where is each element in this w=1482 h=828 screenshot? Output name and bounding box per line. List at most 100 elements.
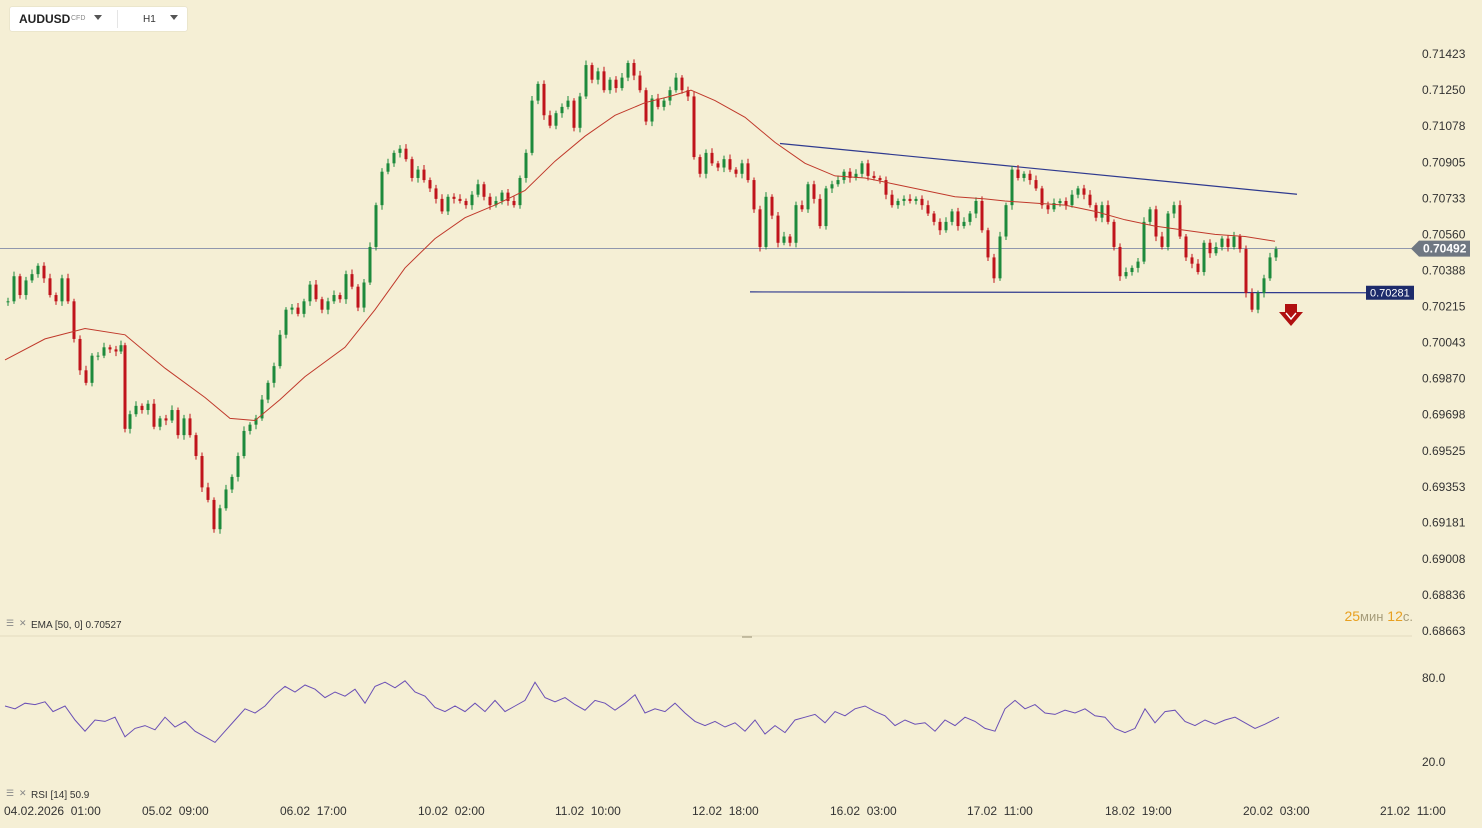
current-price-tag-label: 0.70492 — [1423, 242, 1467, 256]
candle-body — [434, 188, 438, 199]
candle-body — [734, 169, 738, 174]
candle-body — [668, 90, 672, 101]
candle-body — [656, 98, 660, 107]
countdown-seconds-unit: с. — [1402, 609, 1413, 624]
candle-body — [30, 274, 34, 281]
symbol-selector[interactable]: AUDUSD CFD H1 — [10, 7, 187, 31]
settings-icon[interactable]: ☰ — [6, 618, 15, 628]
candle-body — [392, 152, 396, 164]
candle-body — [422, 169, 426, 181]
candle-body — [60, 278, 64, 302]
candle-body — [248, 424, 252, 431]
countdown-minutes-unit: мин — [1360, 609, 1384, 624]
candle-body — [66, 278, 70, 302]
price-tick-label: 0.70905 — [1422, 155, 1466, 169]
candle-body — [596, 71, 600, 80]
candle-body — [48, 278, 52, 296]
rsi-axis: 80.0 20.0 — [1422, 671, 1446, 769]
candle-body — [1010, 169, 1014, 206]
time-tick-label: 12.02 18:00 — [692, 804, 759, 818]
candle-body — [830, 184, 834, 189]
candle-body — [986, 230, 990, 258]
candle-body — [152, 403, 156, 427]
chevron-down-icon[interactable] — [170, 15, 178, 20]
candle-body — [740, 163, 744, 174]
candle-body — [878, 177, 882, 181]
candle-body — [584, 65, 588, 97]
candle-body — [518, 177, 522, 206]
candle-body — [119, 345, 123, 352]
candle-body — [452, 196, 456, 199]
candle-body — [194, 435, 198, 457]
timeframe-selector[interactable]: H1 — [143, 14, 156, 25]
candle-body — [1016, 169, 1020, 178]
candle-body — [1268, 257, 1272, 279]
candle-body — [590, 65, 594, 80]
candle-body — [302, 301, 306, 314]
price-tick-label: 0.68836 — [1422, 588, 1466, 602]
rsi-tick-label: 20.0 — [1422, 755, 1446, 769]
candle-body — [102, 347, 106, 356]
price-tick-label: 0.70043 — [1422, 336, 1466, 350]
candle-body — [764, 196, 768, 247]
candle-body — [12, 276, 16, 302]
candle-body — [962, 221, 966, 227]
price-tick-label: 0.69353 — [1422, 480, 1466, 494]
support-price-tag — [1366, 285, 1414, 300]
time-tick-label: 16.02 03:00 — [830, 804, 897, 818]
candle-body — [1106, 205, 1110, 222]
ema-line — [4, 89, 1276, 422]
time-tick-label: 17.02 11:00 — [967, 804, 1033, 818]
candle-body — [416, 169, 420, 178]
candle-body — [662, 100, 666, 107]
candle-body — [90, 355, 94, 383]
candle-body — [78, 338, 82, 371]
candle-body — [212, 499, 216, 530]
candle-body — [506, 192, 510, 201]
candle-body — [158, 418, 162, 427]
candle-body — [932, 213, 936, 222]
candle-body — [800, 205, 804, 210]
candle-body — [176, 410, 180, 436]
settings-icon[interactable]: ☰ — [6, 788, 15, 798]
candle-body — [698, 157, 702, 174]
candle-body — [902, 198, 906, 201]
candle-body — [512, 200, 516, 206]
candle-body — [1142, 221, 1146, 262]
price-tick-label: 0.70388 — [1422, 263, 1466, 277]
time-tick-label: 10.02 02:00 — [418, 804, 485, 818]
candle-body — [200, 456, 204, 488]
candle-body — [123, 345, 127, 429]
candle-body — [114, 349, 118, 352]
price-tick-label: 0.68663 — [1422, 624, 1466, 638]
candle-body — [488, 196, 492, 206]
rsi-line — [4, 680, 1280, 744]
candle-body — [554, 113, 558, 126]
candle-body — [782, 236, 786, 243]
candle-body — [542, 83, 546, 116]
candle-body — [908, 198, 912, 201]
candle-body — [242, 430, 246, 457]
candle-body — [968, 213, 972, 222]
candle-body — [674, 77, 678, 91]
candle-body — [218, 508, 222, 530]
time-tick-label: 20.02 03:00 — [1243, 804, 1310, 818]
candle-body — [1130, 267, 1134, 273]
candle-body — [920, 198, 924, 206]
candle-body — [1178, 205, 1182, 237]
candle-body — [1166, 213, 1170, 247]
chevron-down-icon[interactable] — [94, 15, 102, 20]
close-icon[interactable]: ✕ — [19, 618, 27, 628]
candle-body — [18, 276, 22, 296]
price-tick-label: 0.69525 — [1422, 444, 1466, 458]
close-icon[interactable]: ✕ — [19, 788, 27, 798]
candle-body — [368, 246, 372, 283]
candle-body — [308, 284, 312, 302]
candle-body — [1064, 200, 1068, 206]
candle-body — [728, 159, 732, 170]
candle-body — [84, 370, 88, 383]
candle-body — [896, 200, 900, 206]
candle-body — [650, 98, 654, 122]
resistance-trend-line — [779, 142, 1298, 195]
